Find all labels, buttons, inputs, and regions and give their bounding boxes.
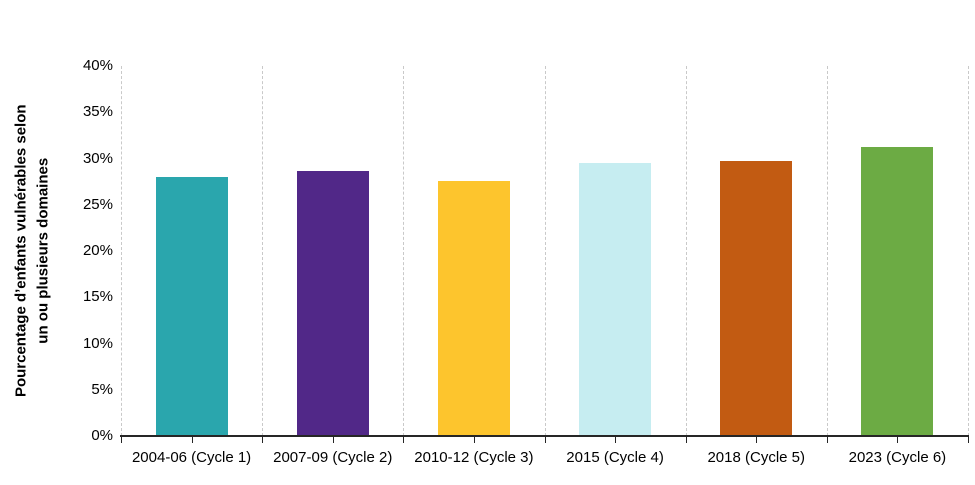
bar bbox=[579, 163, 652, 436]
gridline bbox=[685, 66, 687, 436]
y-axis-tick-label: 20% bbox=[82, 242, 113, 259]
y-axis-tick-label: 5% bbox=[91, 380, 113, 398]
y-axis-tick-label: 30% bbox=[82, 149, 113, 167]
x-axis-tick bbox=[685, 437, 687, 443]
x-axis-tick bbox=[332, 437, 334, 443]
x-axis-label: 2023 (Cycle 6) bbox=[848, 449, 947, 466]
gridline bbox=[826, 66, 828, 436]
plot-area bbox=[121, 66, 969, 436]
y-axis-tick-label: 35% bbox=[82, 103, 113, 121]
x-axis-tick bbox=[191, 437, 193, 443]
y-axis-tick-label: 0% bbox=[91, 427, 113, 444]
y-axis-tick-label: 15% bbox=[82, 288, 113, 306]
bar bbox=[155, 177, 228, 436]
y-axis-tick-label: 40% bbox=[82, 57, 113, 74]
bar bbox=[861, 147, 934, 436]
gridline bbox=[968, 66, 969, 436]
y-axis-tick-label: 25% bbox=[82, 195, 113, 213]
x-axis-tick bbox=[473, 437, 475, 443]
x-axis-tick bbox=[262, 437, 264, 443]
x-axis-tick bbox=[897, 437, 899, 443]
x-axis-label: 2007-09 (Cycle 2) bbox=[273, 449, 393, 466]
x-axis-tick bbox=[615, 437, 617, 443]
x-axis-tick bbox=[968, 437, 969, 443]
gridline bbox=[121, 66, 122, 436]
x-axis-tick bbox=[756, 437, 758, 443]
y-axis-tick-label: 10% bbox=[82, 334, 113, 352]
x-axis-line bbox=[120, 435, 969, 437]
bar bbox=[437, 180, 510, 436]
x-axis-label: 2010-12 (Cycle 3) bbox=[414, 449, 534, 466]
x-axis-tick bbox=[826, 437, 828, 443]
gridline bbox=[262, 66, 264, 436]
bar bbox=[296, 171, 369, 436]
x-axis-label: 2018 (Cycle 5) bbox=[707, 449, 806, 466]
x-axis-label: 2004-06 (Cycle 1) bbox=[131, 449, 252, 466]
x-axis-tick bbox=[544, 437, 546, 443]
gridline bbox=[544, 66, 546, 436]
x-axis-tick bbox=[121, 437, 122, 443]
gridline bbox=[403, 66, 405, 436]
x-axis-tick bbox=[403, 437, 405, 443]
bar bbox=[720, 161, 793, 436]
x-axis-label: 2015 (Cycle 4) bbox=[566, 449, 664, 466]
